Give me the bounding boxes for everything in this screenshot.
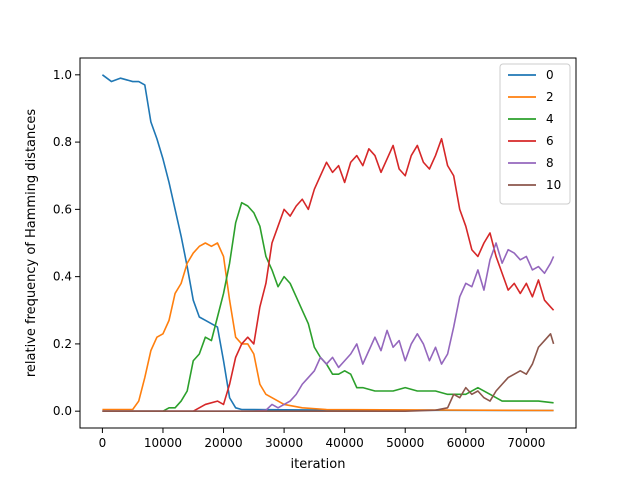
legend-label: 6 [546,134,554,148]
x-tick-label: 60000 [447,436,485,450]
legend-label: 0 [546,68,554,82]
x-tick-label: 70000 [507,436,545,450]
legend-label: 2 [546,90,554,104]
legend-label: 8 [546,156,554,170]
y-tick-label: 0.2 [53,337,72,351]
series-line-0 [101,74,554,412]
legend-box [499,63,571,205]
x-tick-label: 30000 [265,436,303,450]
series-lines [101,74,555,412]
axes-frame [79,57,577,429]
legend: 0 2 4 6 8 10 [499,63,571,205]
y-axis-label: relative frequency of Hamming distances [24,109,39,378]
y-tick-label: 0.4 [53,270,72,284]
series-line-6 [102,137,555,412]
x-axis-label: iteration [291,457,346,472]
y-tick-label: 0.8 [53,135,72,149]
y-tick-label: 0.6 [53,202,72,216]
x-tick-label: 0 [99,436,107,450]
legend-label: 4 [546,112,554,126]
y-axis-ticks: 0.0 0.2 0.4 0.6 0.8 1.0 [53,68,80,418]
legend-label: 10 [546,178,561,192]
series-line-8 [102,242,555,412]
series-line-4 [102,201,554,412]
y-tick-label: 1.0 [53,68,72,82]
y-tick-label: 0.0 [53,404,72,418]
series-line-2 [102,242,554,412]
series-line-10 [102,333,555,412]
x-axis-ticks: 0 10000 20000 30000 40000 50000 60000 70000 [99,428,545,450]
x-tick-label: 10000 [144,436,182,450]
x-tick-label: 20000 [204,436,242,450]
x-tick-label: 50000 [386,436,424,450]
x-tick-label: 40000 [326,436,364,450]
